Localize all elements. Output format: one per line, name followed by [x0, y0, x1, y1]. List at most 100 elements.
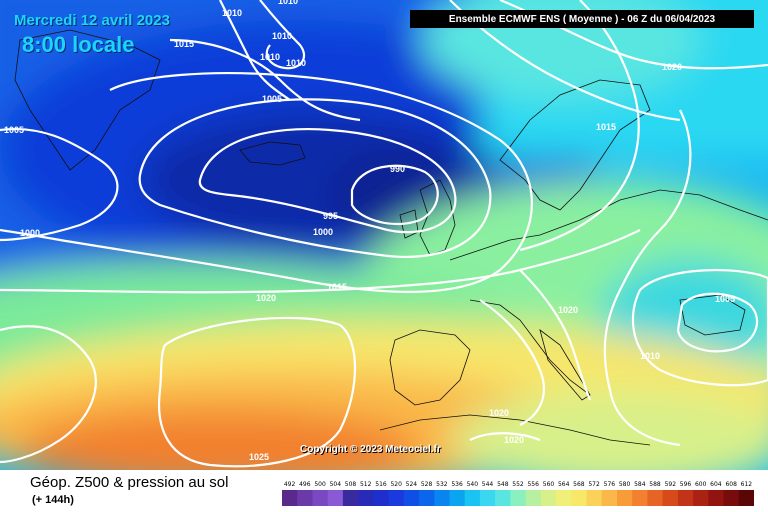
isobar-label: 1010 — [286, 58, 306, 68]
legend-tick-label: 520 — [390, 481, 402, 488]
legend-tick-label: 592 — [665, 481, 677, 488]
legend-tick-label: 580 — [619, 481, 631, 488]
legend-color-swatch — [419, 490, 435, 506]
legend-tick-label: 516 — [375, 481, 387, 488]
legend-color-swatch — [617, 490, 633, 506]
legend-tick-label: 492 — [284, 481, 296, 488]
legend-color-swatch — [632, 490, 648, 506]
isobar-label: 1000 — [313, 227, 333, 237]
legend-color-swatch — [495, 490, 511, 506]
isobar — [198, 128, 457, 234]
isobar — [519, 269, 592, 401]
legend-color-swatch — [647, 490, 664, 506]
isobar — [0, 72, 533, 294]
coastlines — [14, 29, 768, 446]
isobar-label: 1015 — [174, 39, 194, 49]
legend-tick-label: 572 — [588, 481, 600, 488]
legend-color-swatch — [358, 490, 374, 506]
legend-tick-label: 528 — [421, 481, 433, 488]
legend-tick-label: 496 — [299, 481, 311, 488]
isobar — [519, 0, 640, 252]
legend-tick-label: 512 — [360, 481, 372, 488]
legend-color-swatch — [708, 490, 724, 506]
isobar — [631, 268, 768, 387]
isobar-label: 1005 — [4, 125, 24, 135]
legend-color-swatch — [342, 490, 359, 506]
legend-tick-label: 568 — [573, 481, 585, 488]
isobar — [469, 432, 541, 442]
legend-color-swatch — [403, 490, 420, 506]
legend-tick-label: 544 — [482, 481, 494, 488]
isobar-label: 1025 — [249, 452, 269, 462]
isobar-label: 1005 — [262, 94, 282, 104]
model-run-label: Ensemble ECMWF ENS ( Moyenne ) - 06 Z du… — [448, 13, 716, 25]
legend-color-swatch — [510, 490, 527, 506]
legend-color-swatch — [586, 490, 603, 506]
legend-tick-label: 540 — [467, 481, 479, 488]
legend-tick-label: 608 — [725, 481, 737, 488]
isobar-label: 1020 — [558, 305, 578, 315]
legend-tick-label: 548 — [497, 481, 509, 488]
legend-color-swatch — [540, 490, 557, 506]
legend-tick-label: 564 — [558, 481, 570, 488]
legend-tick-label: 560 — [543, 481, 555, 488]
legend-tick-label: 588 — [649, 481, 661, 488]
legend-tick-label: 584 — [634, 481, 646, 488]
legend-color-swatch — [662, 490, 679, 506]
legend-color-swatch — [434, 490, 450, 506]
model-run-banner: Ensemble ECMWF ENS ( Moyenne ) - 06 Z du… — [410, 10, 754, 28]
copyright-notice: Copyright © 2023 Meteociel.fr — [300, 444, 441, 455]
forecast-time: 8:00 locale — [22, 32, 135, 57]
isobar-label: 990 — [390, 164, 405, 174]
legend-color-swatch — [601, 490, 618, 506]
legend-color-swatch — [373, 490, 390, 506]
isobar-labels: 1010 1010 1015 1010 1010 1010 1005 1005 … — [4, 0, 735, 462]
forecast-date: Mercredi 12 avril 2023 — [14, 12, 170, 29]
color-scale-legend: 492 496 500 504 508 512 516 520 524 528 532 536 540 5… — [282, 481, 754, 506]
footer-bar: Géop. Z500 & pression au sol (+ 144h) 49… — [0, 470, 768, 512]
legend-color-swatch — [297, 490, 313, 506]
isobar-label: 1020 — [256, 293, 276, 303]
isobar-label: 1020 — [489, 408, 509, 418]
parameter-label: Géop. Z500 & pression au sol — [30, 474, 229, 491]
legend-tick-label: 576 — [604, 481, 616, 488]
isobar — [350, 164, 439, 225]
isobar-label: 1020 — [662, 62, 682, 72]
isobar-label: 1005 — [715, 294, 735, 304]
legend-tick-label: 552 — [512, 481, 524, 488]
isobar — [0, 229, 641, 294]
legend-color-swatch — [738, 490, 754, 506]
legend-tick-label: 604 — [710, 481, 722, 488]
isobar-label: 1010 — [260, 52, 280, 62]
geopotential-map: 1010 1010 1015 1010 1010 1010 1005 1005 … — [0, 0, 768, 470]
legend-tick-label: 536 — [451, 481, 463, 488]
isobar — [158, 316, 356, 468]
isobar — [138, 98, 492, 259]
isobar — [603, 109, 692, 447]
isobar-label: 995 — [323, 211, 338, 221]
isobar — [169, 38, 361, 122]
legend-tick-label: 524 — [406, 481, 418, 488]
isobar-label: 1010 — [272, 31, 292, 41]
legend-tick-label: 504 — [330, 481, 342, 488]
legend-color-swatch — [464, 490, 481, 506]
isobar-label: 1000 — [20, 228, 40, 238]
legend-tick-label: 556 — [527, 481, 539, 488]
isobar-label: 1010 — [278, 0, 298, 6]
legend-tick-label: 612 — [741, 481, 753, 488]
legend-color-swatch — [556, 490, 572, 506]
isobar-label: 1015 — [327, 282, 347, 292]
isobar — [259, 0, 306, 70]
legend-color-swatch — [312, 490, 329, 506]
isobar-label: 1010 — [640, 351, 660, 361]
legend-color-swatch — [723, 490, 740, 506]
legend-color-swatch — [525, 490, 542, 506]
geopotential-field — [0, 0, 768, 470]
legend-tick-label: 500 — [314, 481, 326, 488]
legend-color-swatch — [693, 490, 709, 506]
isobar — [0, 128, 119, 242]
legend-color-swatch — [571, 490, 587, 506]
isobar — [479, 299, 545, 426]
isobar — [0, 325, 97, 464]
